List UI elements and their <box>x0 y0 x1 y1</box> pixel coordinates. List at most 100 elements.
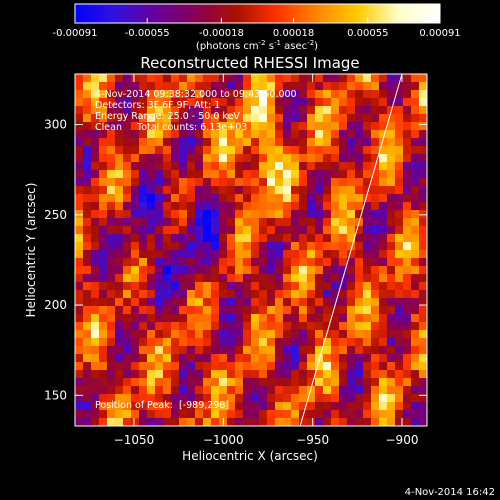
heatmap-cell <box>291 82 300 91</box>
heatmap-cell <box>139 98 148 107</box>
heatmap-cell <box>395 202 404 211</box>
heatmap-cell <box>235 194 244 203</box>
heatmap-cell <box>251 250 260 259</box>
heatmap-cell <box>411 106 420 115</box>
heatmap-cell <box>339 322 348 331</box>
heatmap-cell <box>299 330 308 339</box>
heatmap-cell <box>211 234 220 243</box>
heatmap-cell <box>187 354 196 363</box>
heatmap-cell <box>419 138 427 147</box>
heatmap-cell <box>403 274 412 283</box>
heatmap-cell <box>75 282 84 291</box>
heatmap-cell <box>323 186 332 195</box>
heatmap-cell <box>91 186 100 195</box>
heatmap-cell <box>419 378 427 387</box>
heatmap-cell <box>187 418 196 426</box>
heatmap-cell <box>91 346 100 355</box>
heatmap-cell <box>123 290 132 299</box>
heatmap-cell <box>259 370 268 379</box>
heatmap-cell <box>187 218 196 227</box>
heatmap-cell <box>211 138 220 147</box>
heatmap-cell <box>123 210 132 219</box>
heatmap-cell <box>331 98 340 107</box>
heatmap-cell <box>195 106 204 115</box>
heatmap-cell <box>267 298 276 307</box>
heatmap-cell <box>195 266 204 275</box>
heatmap-cell <box>91 178 100 187</box>
heatmap-cell <box>163 138 172 147</box>
heatmap-cell <box>395 386 404 395</box>
heatmap-cell <box>387 346 396 355</box>
heatmap-cell <box>203 290 212 299</box>
heatmap-cell <box>299 362 308 371</box>
heatmap-cell <box>251 74 260 83</box>
heatmap-cell <box>227 378 236 387</box>
heatmap-cell <box>331 402 340 411</box>
heatmap-cell <box>403 266 412 275</box>
heatmap-cell <box>99 410 108 419</box>
y-tick-label: 300 <box>44 118 67 132</box>
heatmap-cell <box>363 234 372 243</box>
heatmap-cell <box>371 386 380 395</box>
heatmap-cell <box>315 394 324 403</box>
heatmap-cell <box>171 194 180 203</box>
heatmap-cell <box>419 282 427 291</box>
heatmap-cell <box>147 242 156 251</box>
heatmap-cell <box>355 274 364 283</box>
heatmap-cell <box>107 282 116 291</box>
heatmap-cell <box>371 274 380 283</box>
heatmap-cell <box>123 170 132 179</box>
heatmap-cell <box>291 386 300 395</box>
heatmap-cell <box>91 306 100 315</box>
heatmap-cell <box>411 218 420 227</box>
heatmap-cell <box>123 82 132 91</box>
chart-title: Reconstructed RHESSI Image <box>140 54 359 72</box>
heatmap-cell <box>259 258 268 267</box>
heatmap-cell <box>243 354 252 363</box>
heatmap-cell <box>283 258 292 267</box>
heatmap-cell <box>171 122 180 131</box>
heatmap-cell <box>371 330 380 339</box>
heatmap-cell <box>323 114 332 123</box>
heatmap-cell <box>267 106 276 115</box>
heatmap-cell <box>291 202 300 211</box>
heatmap-cell <box>275 362 284 371</box>
heatmap-cell <box>187 370 196 379</box>
heatmap-cell <box>235 314 244 323</box>
heatmap-cell <box>315 186 324 195</box>
heatmap-cell <box>219 114 228 123</box>
heatmap-cell <box>371 322 380 331</box>
heatmap-cell <box>171 274 180 283</box>
heatmap-cell <box>331 266 340 275</box>
x-tick-label: −950 <box>296 433 329 447</box>
heatmap-cell <box>371 266 380 275</box>
heatmap-cell <box>267 330 276 339</box>
heatmap-cell <box>299 250 308 259</box>
heatmap-cell <box>99 338 108 347</box>
heatmap-cell <box>131 202 140 211</box>
heatmap-cell <box>83 178 92 187</box>
heatmap-cell <box>339 362 348 371</box>
heatmap-cell <box>307 194 316 203</box>
heatmap-cell <box>419 170 427 179</box>
heatmap-cell <box>203 74 212 83</box>
heatmap-cell <box>339 306 348 315</box>
heatmap-cell <box>403 162 412 171</box>
heatmap-cell <box>347 258 356 267</box>
heatmap-cell <box>115 170 124 179</box>
heatmap-cell <box>307 322 316 331</box>
heatmap-cell <box>387 402 396 411</box>
heatmap-cell <box>283 90 292 99</box>
heatmap-cell <box>155 154 164 163</box>
heatmap-cell <box>91 322 100 331</box>
heatmap-cell <box>107 202 116 211</box>
heatmap-cell <box>227 386 236 395</box>
heatmap-cell <box>131 258 140 267</box>
heatmap-cell <box>299 242 308 251</box>
heatmap-cell <box>411 370 420 379</box>
heatmap-cell <box>243 314 252 323</box>
heatmap-cell <box>243 170 252 179</box>
heatmap-cell <box>243 346 252 355</box>
heatmap-cell <box>83 226 92 235</box>
heatmap-cell <box>267 178 276 187</box>
